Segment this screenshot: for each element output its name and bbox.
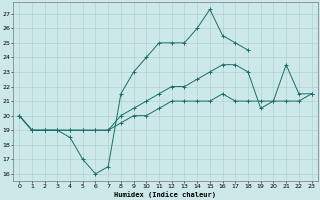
X-axis label: Humidex (Indice chaleur): Humidex (Indice chaleur)	[114, 191, 216, 198]
